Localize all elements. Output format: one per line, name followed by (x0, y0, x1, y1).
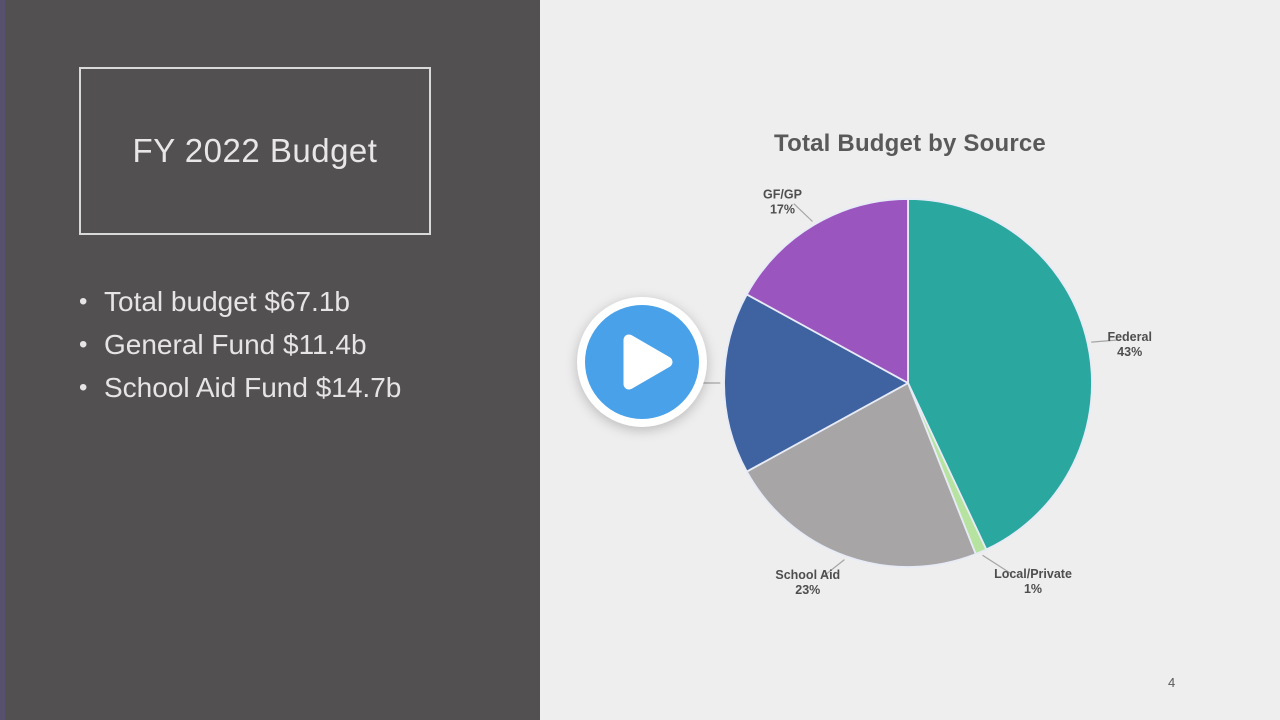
slide-title-box: FY 2022 Budget (79, 67, 431, 235)
bullet-item-school-aid-fund: School Aid Fund $14.7b (79, 366, 401, 409)
bullet-text: School Aid Fund $14.7b (104, 372, 402, 403)
pie-leader-line-local-private (982, 554, 1012, 574)
slide-title: FY 2022 Budget (132, 132, 378, 169)
left-edge-strip (0, 0, 5, 720)
pie-label-local-private: Local/Private 1% (994, 567, 1072, 596)
bullet-text: General Fund $11.4b (104, 329, 367, 360)
pie-label-gf-gp: GF/GP 17% (763, 188, 802, 217)
page-number: 4 (1168, 675, 1176, 690)
slide-left-panel: FY 2022 Budget Total budget $67.1b Gener… (0, 0, 540, 720)
play-icon (577, 297, 707, 427)
pie-label-school-aid: School Aid 23% (775, 568, 840, 597)
pie-slice-gf-gp (745, 198, 909, 384)
bullet-item-total-budget: Total budget $67.1b (79, 280, 401, 323)
slide-right-panel: Total Budget by Source Federal 43% Local/P… (540, 0, 1280, 720)
bullet-text: Total budget $67.1b (104, 286, 350, 317)
bullet-list: Total budget $67.1b General Fund $11.4b … (79, 280, 401, 409)
pie-leader-line-federal (1091, 339, 1118, 343)
play-triangle (623, 334, 673, 390)
chart-title: Total Budget by Source (774, 130, 1046, 157)
pie-leader-line-school-aid (823, 559, 845, 577)
pie-chart: Federal 43% Local/Private 1% School Aid 23% GF… (697, 188, 1152, 597)
pie-slice-school-aid (745, 382, 977, 568)
pie-leader-line-gf-gp (793, 203, 813, 222)
bullet-item-general-fund: General Fund $11.4b (79, 323, 401, 366)
pie-slice-federal (907, 198, 1093, 551)
play-button[interactable] (576, 296, 708, 428)
pie-label-federal: Federal 43% (1107, 330, 1151, 359)
pie-slice-unlabeled (723, 293, 909, 473)
